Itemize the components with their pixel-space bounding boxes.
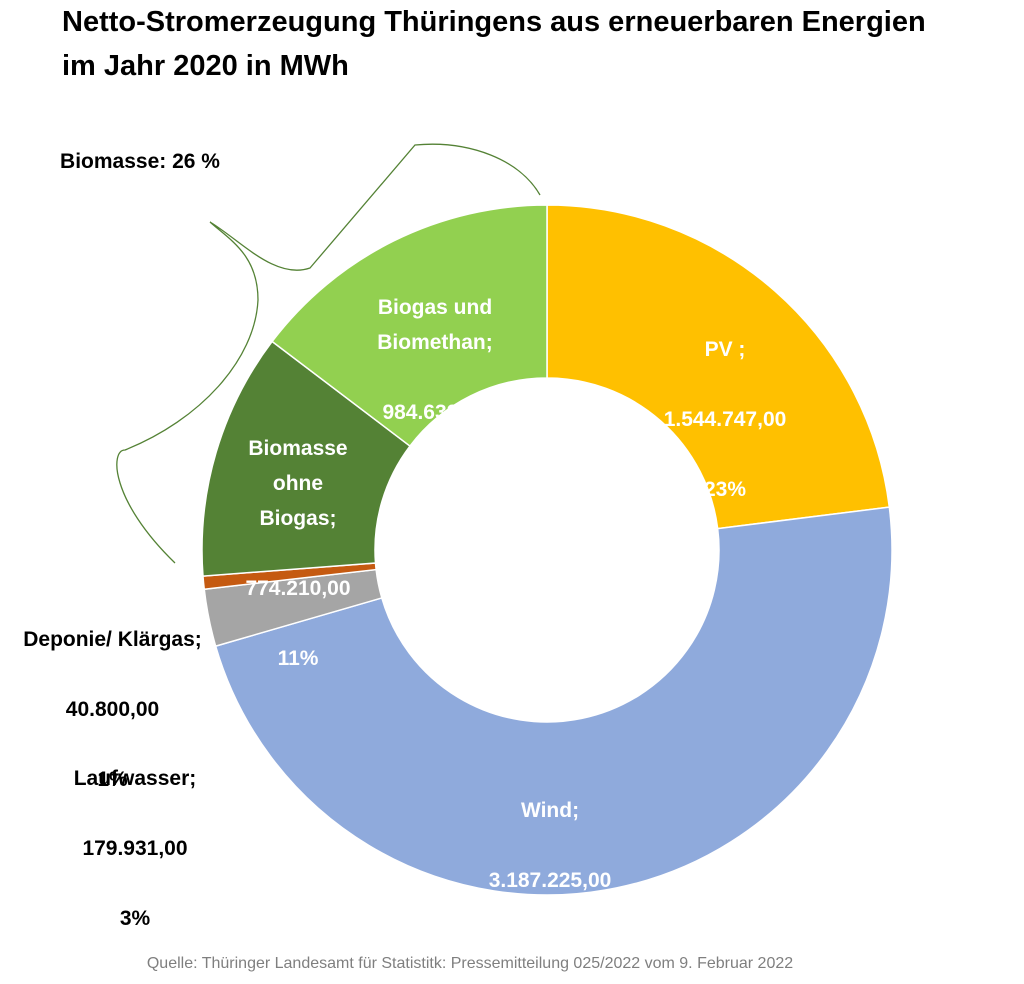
slice-label-pv-name: PV ; [704, 338, 746, 361]
slice-label-biomasse-value: 774.210,00 [245, 577, 351, 600]
slice-label-pv-percent: 23% [703, 478, 747, 501]
slice-label-biogas: Biogas und Biomethan; 984.632,00 15% [335, 255, 535, 500]
slice-wind [214, 506, 893, 896]
slice-label-deponie-value: 40.800,00 [65, 698, 160, 721]
slice-label-deponie-name: Deponie/ Klärgas; [23, 628, 202, 651]
slice-label-laufwasser: Laufwasser; 179.931,00 3% [20, 726, 250, 936]
slice-label-biomasse-percent: 11% [277, 647, 319, 670]
slice-label-biomasse-name: Biomasse ohne Biogas; [248, 437, 348, 530]
slice-label-laufwasser-value: 179.931,00 [82, 837, 188, 860]
slice-label-biogas-value: 984.632,00 [382, 401, 488, 424]
slice-label-wind-value: 3.187.225,00 [488, 869, 612, 892]
biomasse-group-bracket [116, 143, 541, 564]
slice-pv [546, 204, 891, 530]
slice-biomasse [201, 340, 412, 577]
slice-label-biogas-percent: 15% [413, 471, 457, 494]
slice-label-wind-name: Wind; [520, 799, 580, 822]
slice-label-biomasse: Biomasse ohne Biogas; 774.210,00 11% [198, 396, 398, 676]
slice-label-deponie-percent: 1% [97, 768, 128, 791]
slice-biogas [271, 204, 548, 448]
slice-label-wind: Wind; 3.187.225,00 47% [430, 758, 670, 968]
slice-label-deponie: Deponie/ Klärgas; 40.800,00 1% [0, 587, 225, 797]
group-annotation: Biomasse: 26 % [60, 150, 220, 173]
source-note: Quelle: Thüringer Landesamt für Statisti… [146, 955, 794, 972]
slice-label-pv: PV ; 1.544.747,00 23% [610, 297, 840, 507]
slice-label-wind-percent: 47% [528, 939, 572, 962]
chart-title: Netto-Stromerzeugung Thüringens aus erne… [62, 6, 926, 82]
slice-label-pv-value: 1.544.747,00 [663, 408, 787, 431]
slice-label-laufwasser-name: Laufwasser; [73, 767, 197, 790]
slice-label-laufwasser-percent: 3% [119, 907, 151, 930]
slice-label-biogas-name: Biogas und Biomethan; [377, 296, 493, 354]
